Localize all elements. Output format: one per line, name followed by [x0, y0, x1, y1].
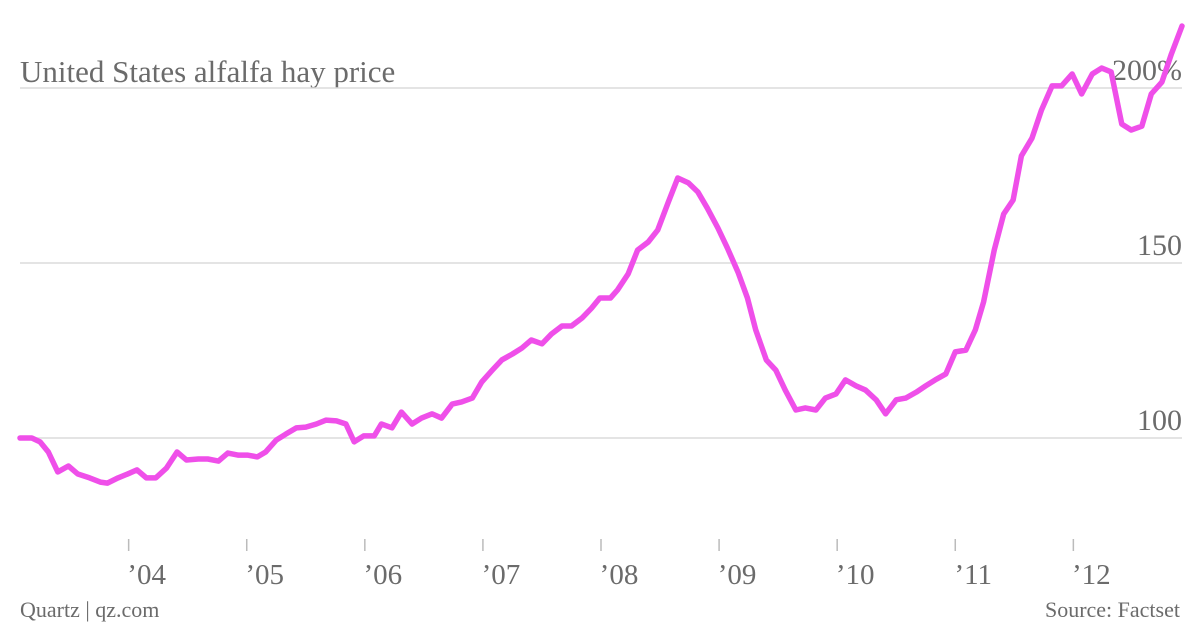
chart-title: United States alfalfa hay price — [20, 54, 395, 89]
x-tick-label: ’10 — [836, 559, 875, 591]
x-tick-label: ’12 — [1072, 559, 1111, 591]
x-tick-label: ’11 — [954, 559, 992, 591]
footer-credit: Quartz | qz.com — [20, 597, 159, 622]
x-tick-label: ’08 — [600, 559, 639, 591]
footer-source: Source: Factset — [1045, 597, 1180, 622]
x-tick-label: ’09 — [718, 559, 757, 591]
x-tick-label: ’06 — [363, 559, 402, 591]
y-tick-label: 150 — [1137, 229, 1182, 262]
x-tick-label: ’07 — [482, 559, 521, 591]
price-line — [17, 23, 1185, 486]
x-tick-label: ’05 — [245, 559, 284, 591]
x-tick-label: ’04 — [127, 559, 166, 591]
y-tick-label: 100 — [1137, 404, 1182, 437]
